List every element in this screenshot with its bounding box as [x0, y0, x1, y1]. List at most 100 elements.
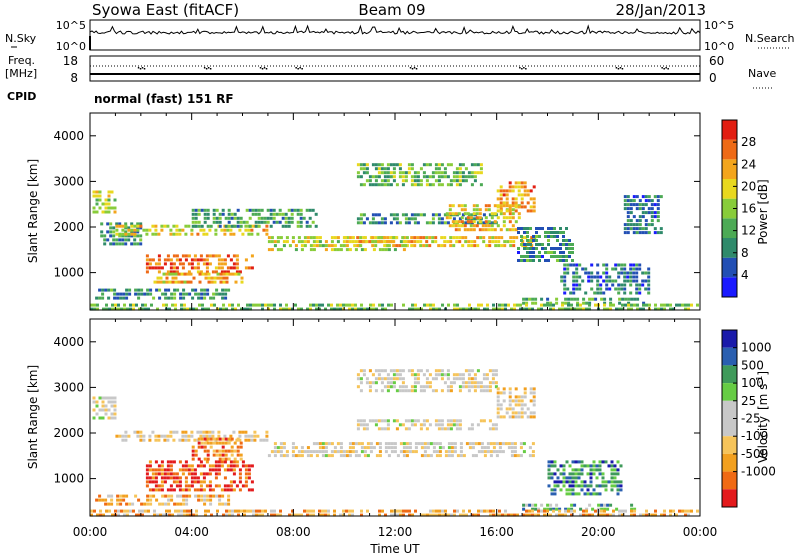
heatmap-cell: [520, 243, 523, 246]
heatmap-cell: [356, 427, 360, 431]
heatmap-cell: [197, 212, 201, 216]
heatmap-cell: [595, 464, 599, 468]
heatmap-cell: [218, 453, 222, 457]
heatmap-cell: [617, 263, 621, 267]
heatmap-cell: [287, 208, 291, 212]
heatmap-cell: [377, 213, 381, 217]
heatmap-cell: [189, 272, 193, 276]
heatmap-cell: [127, 434, 131, 438]
heatmap-cell: [675, 513, 678, 517]
heatmap-cell: [137, 288, 141, 292]
heatmap-cell: [647, 231, 651, 235]
heatmap-cell: [608, 275, 612, 279]
heatmap-cell: [494, 373, 498, 377]
power-cbar-swatch: [722, 179, 737, 199]
heatmap-cell: [139, 438, 143, 442]
heatmap-cell: [270, 303, 273, 307]
heatmap-cell: [214, 232, 218, 236]
heatmap-cell: [684, 307, 687, 311]
heatmap-cell: [377, 163, 381, 167]
heatmap-cell: [179, 292, 183, 296]
heatmap-cell: [92, 408, 96, 412]
heatmap-cell: [570, 307, 573, 311]
heatmap-cell: [362, 419, 366, 423]
heatmap-cell: [469, 220, 473, 224]
heatmap-cell: [110, 416, 114, 420]
heatmap-cell: [179, 296, 183, 300]
heatmap-cell: [635, 279, 639, 283]
heatmap-cell: [513, 307, 516, 311]
velocity-cbar-tick-label: -500: [741, 447, 768, 461]
heatmap-cell: [265, 434, 269, 438]
heatmap-cell: [255, 513, 258, 517]
heatmap-cell: [119, 494, 123, 498]
heatmap-cell: [616, 480, 620, 484]
heatmap-cell: [461, 244, 465, 248]
heatmap-cell: [121, 232, 125, 236]
heatmap-cell: [610, 476, 614, 480]
heatmap-cell: [478, 208, 482, 212]
heatmap-cell: [261, 307, 264, 311]
heatmap-cell: [377, 167, 381, 171]
nave-dip-mark: [665, 67, 667, 69]
heatmap-cell: [233, 224, 237, 228]
heatmap-cell: [170, 498, 174, 502]
heatmap-cell: [336, 303, 339, 307]
heatmap-cell: [177, 280, 181, 284]
heatmap-cell: [224, 292, 228, 296]
heatmap-cell: [136, 234, 140, 238]
heatmap-cell: [356, 221, 360, 225]
heatmap-cell: [93, 509, 96, 513]
heatmap-cell: [126, 509, 129, 513]
heatmap-cell: [244, 464, 248, 468]
heatmap-cell: [383, 385, 387, 389]
heatmap-cell: [426, 303, 429, 307]
heatmap-cell: [555, 503, 559, 507]
heatmap-cell: [375, 442, 379, 446]
heatmap-cell: [499, 197, 503, 201]
heatmap-cell: [199, 472, 203, 476]
heatmap-cell: [457, 220, 461, 224]
heatmap-cell: [303, 236, 307, 240]
heatmap-cell: [273, 240, 277, 244]
heatmap-cell: [522, 503, 526, 507]
heatmap-cell: [197, 445, 201, 449]
heatmap-cell: [120, 307, 123, 311]
heatmap-cell: [123, 303, 126, 307]
heatmap-cell: [113, 296, 117, 300]
heatmap-cell: [578, 287, 582, 291]
heatmap-cell: [387, 442, 391, 446]
heatmap-cell: [563, 291, 567, 295]
heatmap-cell: [207, 509, 210, 513]
heatmap-cell: [523, 231, 526, 234]
heatmap-cell: [621, 513, 624, 517]
heatmap-cell: [408, 442, 412, 446]
power-cbar-tick-label: 20: [741, 179, 756, 193]
heatmap-cell: [613, 476, 617, 480]
heatmap-cell: [659, 195, 663, 199]
heatmap-cell: [185, 502, 189, 506]
heatmap-cell: [300, 240, 304, 244]
heatmap-cell: [425, 240, 429, 244]
heatmap-cell: [245, 220, 249, 224]
heatmap-cell: [113, 210, 117, 214]
heatmap-cell: [565, 492, 569, 496]
heatmap-cell: [602, 271, 606, 275]
heatmap-cell: [175, 258, 179, 262]
heatmap-cell: [498, 450, 502, 454]
heatmap-cell: [186, 280, 190, 284]
heatmap-cell: [225, 280, 229, 284]
heatmap-cell: [604, 460, 608, 464]
heatmap-cell: [477, 442, 481, 446]
heatmap-cell: [321, 450, 325, 454]
heatmap-cell: [428, 423, 432, 427]
heatmap-cell: [156, 513, 159, 517]
heatmap-cell: [221, 453, 225, 457]
heatmap-cell: [133, 430, 137, 434]
heatmap-cell: [636, 303, 639, 307]
heatmap-cell: [201, 272, 205, 276]
heatmap-cell: [168, 307, 171, 311]
heatmap-cell: [223, 232, 227, 236]
heatmap-cell: [112, 242, 116, 246]
